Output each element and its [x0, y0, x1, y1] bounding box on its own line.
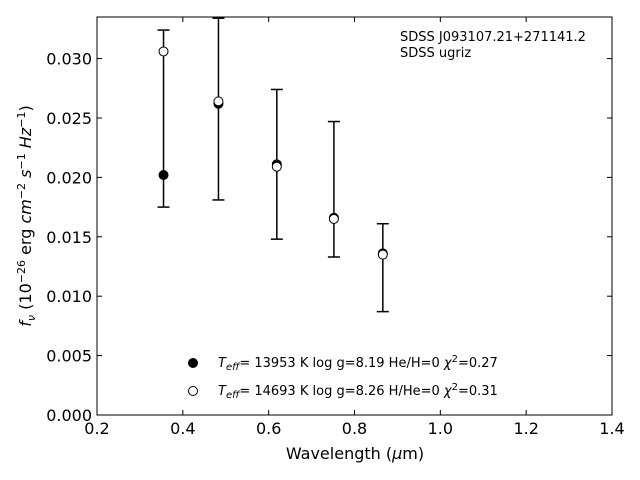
x-tick-label: 0.8	[342, 419, 367, 438]
point-open	[377, 249, 388, 260]
y-tick-label: 0.020	[46, 168, 92, 187]
y-tick-label: 0.015	[46, 228, 92, 247]
point-filled	[158, 170, 169, 181]
y-tick-label: 0.000	[46, 406, 92, 425]
object-annotation: SDSS J093107.21+271141.2	[400, 30, 586, 45]
point-open	[328, 213, 339, 224]
point-open	[158, 46, 169, 57]
x-tick-label: 0.4	[170, 419, 195, 438]
x-tick-label: 0.6	[256, 419, 281, 438]
x-axis-label: Wavelength (μm)	[286, 444, 424, 463]
y-axis-label: fν (10−26 erg cm−2 s−1 Hz−1)	[15, 105, 38, 326]
point-open	[271, 161, 282, 172]
legend-marker-open	[188, 386, 198, 396]
filter-annotation: SDSS ugriz	[400, 46, 471, 61]
y-tick-label: 0.030	[46, 50, 92, 69]
legend: Teff= 13953 K log g=8.19 He/H=0 χ2=0.27 …	[188, 354, 498, 401]
x-tick-label: 1.0	[428, 419, 453, 438]
legend-marker-filled	[188, 358, 198, 368]
y-tick-label: 0.025	[46, 109, 92, 128]
y-tick-label: 0.005	[46, 347, 92, 366]
x-tick-label: 1.4	[599, 419, 624, 438]
point-open	[213, 96, 224, 107]
y-tick-label: 0.010	[46, 287, 92, 306]
x-tick-label: 1.2	[513, 419, 538, 438]
legend-entry-filled: Teff= 13953 K log g=8.19 He/H=0 χ2=0.27	[218, 354, 498, 373]
plot-area: 0.2 0.4 0.6 0.8 1.0 1.2 1.4 0.000 0.005 0.010 0.01…	[46, 16, 625, 438]
legend-entry-open: Teff= 14693 K log g=8.26 H/He=0 χ2=0.31	[218, 382, 498, 401]
x-tick-label: 0.2	[84, 419, 109, 438]
